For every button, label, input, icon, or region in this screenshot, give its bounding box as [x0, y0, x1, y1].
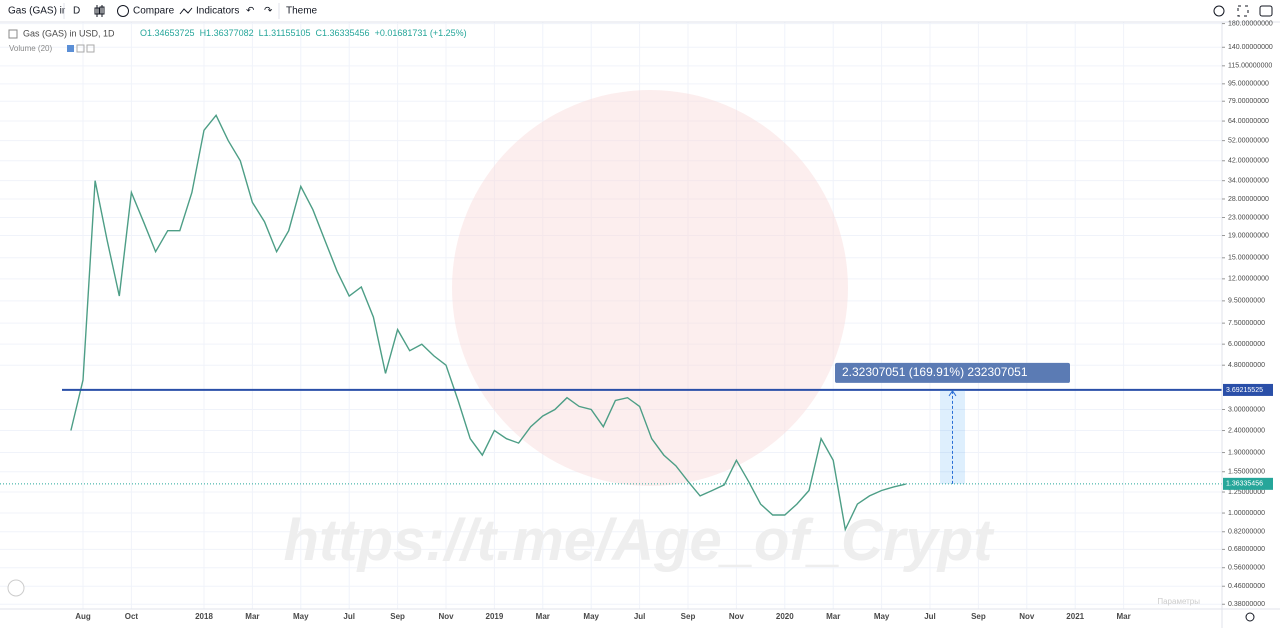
- x-tick-label: Sep: [971, 612, 986, 621]
- x-tick-label: Nov: [1019, 612, 1035, 621]
- ohlc: O1.34653725 H1.36377082 L1.31155105 C1.3633…: [140, 28, 467, 38]
- y-tick-label: 34.00000000: [1228, 178, 1269, 185]
- undo-button[interactable]: ↶: [246, 6, 254, 17]
- y-tick-label: 0.38000000: [1228, 601, 1265, 608]
- settings-button[interactable]: [1213, 5, 1225, 17]
- symbol-button[interactable]: Gas (GAS) ir: [8, 6, 66, 17]
- y-tick-label: 4.80000000: [1228, 362, 1265, 369]
- fullscreen-button[interactable]: [1237, 5, 1249, 17]
- x-tick-label: Mar: [1116, 612, 1130, 621]
- close: C1.36335456: [316, 28, 370, 38]
- x-tick-label: 2021: [1066, 612, 1084, 621]
- x-tick-label: Nov: [438, 612, 454, 621]
- axis-settings-button[interactable]: [1245, 612, 1255, 622]
- axis-layer: 180.00000000 140.00000000 115.00000000 95.0…: [75, 20, 1273, 621]
- measure-label-box: [835, 362, 1070, 383]
- interval-button[interactable]: D: [73, 6, 80, 17]
- y-tick-label: 0.56000000: [1228, 565, 1265, 572]
- x-tick-label: 2020: [776, 612, 794, 621]
- x-tick-label: May: [293, 612, 309, 621]
- x-tick-label: Jul: [924, 612, 936, 621]
- y-tick-label: 19.00000000: [1228, 232, 1269, 239]
- y-tick-label: 64.00000000: [1228, 118, 1269, 125]
- y-tick-label: 42.00000000: [1228, 158, 1269, 165]
- watermark-logo: [452, 90, 848, 486]
- y-tick-label: 0.46000000: [1228, 583, 1265, 590]
- price-line: [70, 113, 906, 532]
- measure-label: 2.32307051 (169.91%) 232307051: [842, 365, 1028, 379]
- x-tick-label: 2018: [195, 612, 213, 621]
- y-tick-label: 1.55000000: [1228, 469, 1265, 476]
- x-tick-label: Mar: [245, 612, 259, 621]
- legend-title: Gas (GAS) in USD, 1D: [23, 28, 115, 38]
- y-tick-label: 1.90000000: [1228, 449, 1265, 456]
- y-tick-label: 28.00000000: [1228, 196, 1269, 203]
- x-tick-label: 2019: [486, 612, 504, 621]
- y-tick-label: 7.50000000: [1228, 320, 1265, 327]
- x-tick-label: May: [583, 612, 599, 621]
- y-tick-label: 9.50000000: [1228, 298, 1265, 305]
- logo-button[interactable]: [7, 579, 25, 597]
- y-tick-label: 0.82000000: [1228, 529, 1265, 536]
- x-tick-label: Jul: [343, 612, 355, 621]
- volume-icon[interactable]: [86, 44, 95, 53]
- snapshot-button[interactable]: [1259, 5, 1273, 17]
- y-tick-label: 115.00000000: [1228, 63, 1272, 70]
- y-tick-label: 79.00000000: [1228, 98, 1269, 105]
- volume-legend: Volume (20): [9, 44, 52, 53]
- y-tick-label: 1.00000000: [1228, 510, 1265, 517]
- y-tick-label: 6.00000000: [1228, 341, 1265, 348]
- redo-button[interactable]: ↷: [264, 6, 273, 17]
- y-tick-label: 2.40000000: [1228, 427, 1265, 434]
- compare-button[interactable]: Compare: [133, 6, 175, 17]
- price-label: 1.36335456: [1226, 481, 1263, 488]
- compare-icon[interactable]: [117, 5, 129, 17]
- open: O1.34653725: [140, 28, 195, 38]
- x-tick-label: Jul: [634, 612, 646, 621]
- high: H1.36377082: [200, 28, 254, 38]
- y-tick-label: 23.00000000: [1228, 214, 1269, 221]
- price-label: 3.69215525: [1226, 387, 1263, 394]
- y-tick-label: 52.00000000: [1228, 137, 1269, 144]
- theme-button[interactable]: Theme: [286, 6, 318, 17]
- grid-layer: [0, 22, 1222, 609]
- volume-icon[interactable]: [76, 44, 85, 53]
- x-tick-label: Aug: [75, 612, 91, 621]
- indicators-icon[interactable]: [179, 7, 193, 15]
- volume-icon[interactable]: [67, 45, 74, 52]
- measure-arrowhead: [948, 390, 957, 397]
- y-tick-label: 0.68000000: [1228, 546, 1265, 553]
- y-tick-label: 140.00000000: [1228, 44, 1273, 51]
- x-tick-label: Oct: [125, 612, 139, 621]
- y-tick-label: 180.00000000: [1228, 20, 1273, 27]
- x-tick-label: May: [874, 612, 890, 621]
- toolbar: [0, 0, 1280, 22]
- y-tick-label: 1.25000000: [1228, 489, 1265, 496]
- indicators-button[interactable]: Indicators: [196, 6, 239, 17]
- y-tick-label: 3.00000000: [1228, 406, 1265, 413]
- collapse-icon[interactable]: [8, 29, 18, 39]
- chart-style-button[interactable]: [94, 5, 105, 17]
- price-label-box: [1223, 383, 1273, 396]
- price-label-box: [1223, 477, 1273, 490]
- plot-layer: 2.32307051 (169.91%) 232307051: [0, 113, 1222, 532]
- watermark-text: https://t.me/Age_of_Crypt: [284, 508, 996, 573]
- x-tick-label: Nov: [729, 612, 745, 621]
- y-tick-label: 95.00000000: [1228, 81, 1269, 88]
- x-tick-label: Sep: [681, 612, 696, 621]
- x-tick-label: Mar: [826, 612, 840, 621]
- low: L1.31155105: [259, 28, 311, 38]
- y-tick-label: 12.00000000: [1228, 276, 1269, 283]
- parameters-label: Параметры: [1157, 597, 1200, 606]
- x-tick-label: Mar: [536, 612, 550, 621]
- change: +0.01681731 (+1.25%): [375, 28, 467, 38]
- x-tick-label: Sep: [390, 612, 405, 621]
- y-tick-label: 15.00000000: [1228, 255, 1269, 262]
